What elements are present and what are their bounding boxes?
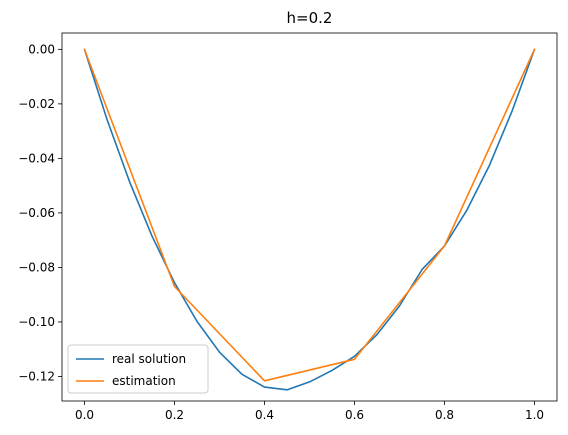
y-tick-label: −0.02 <box>18 97 55 111</box>
y-tick-label: −0.06 <box>18 206 55 220</box>
x-axis: 0.0 0.2 0.4 0.6 0.8 1.0 <box>75 401 544 422</box>
legend-label-0: real solution <box>112 352 186 366</box>
x-tick-label: 0.2 <box>165 408 184 422</box>
axes-frame <box>61 32 558 402</box>
y-tick-label: 0.00 <box>28 42 55 56</box>
plot-lines <box>83 48 536 391</box>
y-tick-label: −0.12 <box>18 369 55 383</box>
y-tick-label: −0.08 <box>18 260 55 274</box>
y-tick-label: −0.04 <box>18 151 55 165</box>
x-tick-label: 1.0 <box>525 408 544 422</box>
series-line-1 <box>83 48 536 382</box>
legend-label-1: estimation <box>112 374 176 388</box>
y-axis: 0.00 −0.02 −0.04 −0.06 −0.08 −0.10 −0.12 <box>18 42 62 383</box>
chart-title: h=0.2 <box>287 9 333 27</box>
x-tick-label: 0.6 <box>345 408 364 422</box>
series-line-0 <box>83 48 536 391</box>
x-tick-label: 0.0 <box>75 408 94 422</box>
y-tick-label: −0.10 <box>18 315 55 329</box>
x-tick-label: 0.4 <box>255 408 274 422</box>
x-tick-label: 0.8 <box>435 408 454 422</box>
legend: real solution estimation <box>67 344 209 394</box>
